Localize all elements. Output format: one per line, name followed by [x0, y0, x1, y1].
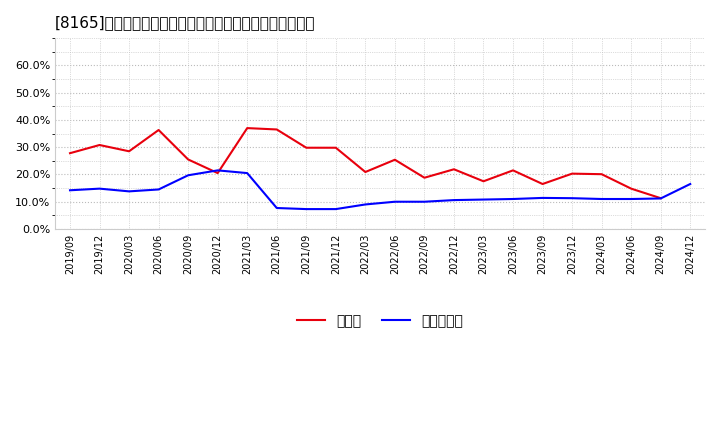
有利子負債	[509, 196, 518, 202]
現頲金	[272, 127, 281, 132]
現頲金	[154, 127, 163, 132]
有利子負債	[66, 187, 74, 193]
有利子負債	[331, 206, 340, 212]
現頲金	[627, 186, 636, 191]
現頲金	[66, 150, 74, 156]
現頲金	[539, 181, 547, 187]
現頲金	[657, 195, 665, 201]
有利子負債	[657, 196, 665, 201]
現頲金	[213, 170, 222, 176]
有利子負債	[686, 181, 695, 187]
有利子負債	[539, 195, 547, 201]
現頲金	[390, 157, 399, 162]
Line: 現頲金: 現頲金	[70, 128, 661, 198]
現頲金	[361, 169, 369, 175]
現頲金	[509, 168, 518, 173]
現頲金	[480, 179, 488, 184]
有利子負債	[361, 202, 369, 207]
有利子負債	[390, 199, 399, 204]
現頲金	[568, 171, 577, 176]
有利子負債	[95, 186, 104, 191]
現頲金	[184, 157, 192, 162]
有利子負債	[302, 206, 310, 212]
有利子負債	[598, 196, 606, 202]
Text: [8165]　現頲金、有利子負債の総資産に対する比率の推移: [8165] 現頲金、有利子負債の総資産に対する比率の推移	[55, 15, 316, 30]
有利子負債	[213, 168, 222, 173]
Line: 有利子負債: 有利子負債	[70, 170, 690, 209]
有利子負債	[449, 198, 458, 203]
有利子負債	[568, 195, 577, 201]
有利子負債	[243, 170, 251, 176]
有利子負債	[184, 172, 192, 178]
現頲金	[243, 125, 251, 131]
有利子負債	[154, 187, 163, 192]
有利子負債	[480, 197, 488, 202]
有利子負債	[272, 205, 281, 211]
現頲金	[95, 143, 104, 148]
有利子負債	[627, 196, 636, 202]
現頲金	[125, 149, 133, 154]
現頲金	[598, 172, 606, 177]
有利子負債	[420, 199, 428, 204]
現頲金	[449, 167, 458, 172]
現頲金	[302, 145, 310, 150]
現頲金	[331, 145, 340, 150]
有利子負債	[125, 189, 133, 194]
Legend: 現頲金, 有利子負債: 現頲金, 有利子負債	[292, 308, 469, 334]
現頲金	[420, 175, 428, 180]
